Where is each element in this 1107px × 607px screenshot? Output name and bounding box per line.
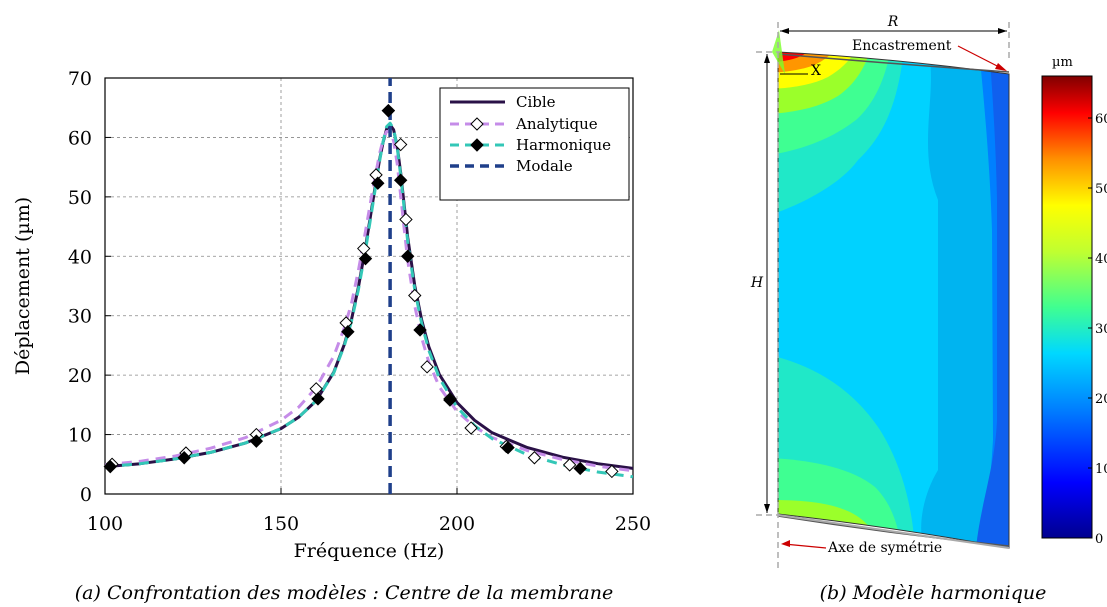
dimension-h-arrow-top [764, 54, 770, 63]
markers [103, 103, 619, 479]
y-tick-label: 50 [68, 187, 92, 209]
x-tick-label: 200 [439, 513, 475, 535]
chart-b-fem-model: R H X Encastrement Axe de symétrie µm 0 1… [750, 14, 1107, 604]
dimension-r-label: R [887, 14, 899, 30]
marker-analytique [399, 212, 413, 227]
colorbar [1041, 75, 1093, 539]
marker-harmonique [311, 392, 325, 406]
marker-harmonique [249, 434, 264, 448]
y-tick-label: 40 [68, 246, 92, 268]
colorbar-tick-label: 60 [1095, 112, 1107, 127]
colorbar-tick-label: 50 [1095, 182, 1107, 197]
x-tick-label: 100 [87, 513, 123, 535]
dimension-h-label: H [750, 275, 764, 291]
axe-arrow-line [783, 543, 827, 549]
y-tick-label: 60 [68, 127, 92, 149]
marker-harmonique [443, 393, 457, 407]
y-tick-label: 0 [80, 484, 92, 506]
colorbar-tick-label: 20 [1095, 392, 1107, 407]
encastrement-label: Encastrement [852, 38, 952, 54]
legend-marker-harmonique [470, 138, 484, 152]
y-tick-label: 10 [68, 425, 92, 447]
y-tick-label: 30 [68, 306, 92, 328]
x-tick-label: 150 [263, 513, 299, 535]
marker-analytique [393, 137, 408, 152]
caption-b: (b) Modèle harmonique [820, 582, 1047, 604]
marker-analytique [562, 458, 577, 472]
marker-harmonique [358, 251, 373, 266]
marker-harmonique [177, 451, 191, 465]
x-axis-label: Fréquence (Hz) [294, 540, 445, 562]
axe-arrow-head [781, 540, 790, 547]
legend: Cible Analytique Harmonique Modale [439, 87, 630, 201]
marker-harmonique [393, 173, 408, 187]
legend-marker-analytique [470, 117, 484, 131]
series-area [105, 78, 633, 494]
dimension-r-arrow-right [998, 28, 1007, 34]
colorbar-unit: µm [1052, 55, 1073, 70]
marker-analytique [605, 464, 619, 479]
y-tick-label: 70 [68, 68, 92, 90]
marker-harmonique [501, 440, 515, 455]
colorbar-tick-label: 30 [1095, 322, 1107, 337]
colorbar-tick-label: 40 [1095, 252, 1107, 267]
marker-analytique [420, 360, 434, 374]
colorbar-tick-label: 0 [1095, 532, 1103, 547]
ticks: 100 150 200 250 0 10 20 30 40 50 60 70 [68, 68, 651, 535]
y-tick-label: 20 [68, 365, 92, 387]
series-line-harmonique [105, 121, 633, 479]
y-axis-label: Déplacement (µm) [12, 197, 34, 375]
caption-a: (a) Confrontation des modèles : Centre d… [75, 582, 613, 604]
marker-analytique [527, 451, 542, 465]
marker-analytique [408, 288, 422, 303]
marker-harmonique [401, 249, 415, 263]
contour-plot [778, 52, 1009, 548]
x-tick-label: 250 [615, 513, 651, 535]
encastrement-arrow-head [995, 63, 1007, 71]
marker-harmonique [103, 459, 117, 474]
axe-symetrie-label: Axe de symétrie [827, 540, 942, 556]
chart-a: 100 150 200 250 0 10 20 30 40 50 60 70 Fréquence (H… [12, 68, 651, 604]
dimension-r-arrow-left [780, 28, 789, 34]
dimension-h-arrow-bottom [764, 504, 770, 513]
legend-label-cible: Cible [516, 93, 556, 111]
colorbar-ticks: 0 10 20 30 40 50 60 [1088, 112, 1107, 547]
plot-frame [104, 77, 634, 495]
marker-harmonique [573, 461, 587, 476]
top-edge-undeformed [777, 53, 1010, 73]
marker-harmonique [341, 325, 355, 339]
marker-harmonique [381, 103, 396, 118]
colorbar-tick-label: 10 [1095, 462, 1107, 477]
local-x-label: X [811, 63, 821, 79]
legend-label-analytique: Analytique [515, 115, 598, 133]
marker-harmonique [371, 176, 385, 190]
marker-harmonique [413, 323, 427, 337]
marker-analytique [464, 421, 478, 435]
legend-label-harmonique: Harmonique [516, 136, 611, 154]
legend-label-modale: Modale [516, 157, 573, 175]
bottom-edge-band [777, 514, 1010, 549]
